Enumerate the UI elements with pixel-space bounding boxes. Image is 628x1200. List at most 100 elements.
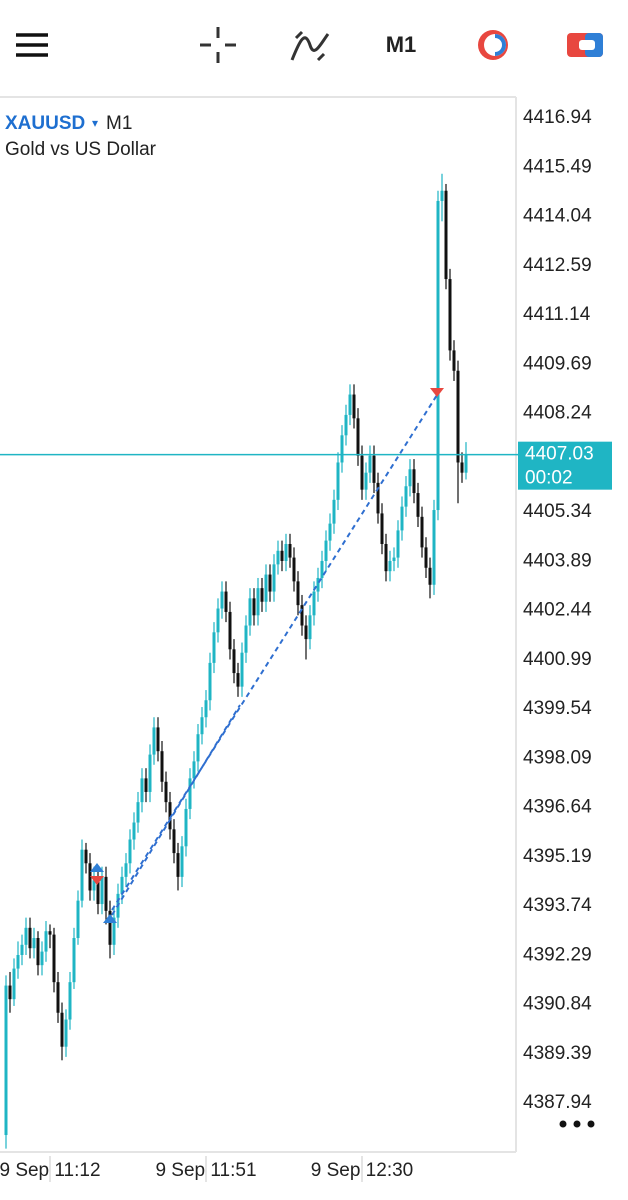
candle-body	[296, 581, 300, 606]
candle-body	[92, 880, 96, 891]
trade-button[interactable]	[567, 33, 603, 57]
candle-body	[408, 469, 412, 487]
candle-body	[332, 499, 336, 524]
candle-body	[4, 985, 8, 1136]
candle-body	[448, 279, 452, 351]
candle-body	[308, 615, 312, 640]
candle-body	[240, 652, 244, 687]
candle-body	[348, 394, 352, 415]
y-axis: 4416.94 4415.49 4414.04 4412.59 4411.14 4409.…	[523, 107, 592, 1113]
candle-body	[376, 482, 380, 514]
candle-body	[168, 802, 172, 830]
candle-body	[380, 513, 384, 544]
candle-body	[456, 370, 460, 463]
candle-body	[396, 530, 400, 558]
symbol[interactable]: XAUUSD	[5, 113, 85, 134]
candle-body	[284, 543, 288, 561]
candle-body	[12, 968, 16, 1000]
candle-body	[300, 605, 304, 626]
candle-body	[24, 927, 28, 945]
candle-body	[288, 543, 292, 558]
candle-body	[180, 846, 184, 877]
candle-body	[136, 802, 140, 823]
candle-body	[144, 778, 148, 792]
timeframe-button[interactable]: M1	[386, 32, 417, 57]
candle-body	[72, 938, 76, 983]
y-tick-label: 4405.34	[523, 501, 592, 522]
candle-body	[88, 863, 92, 891]
candle-body	[80, 849, 84, 901]
candle-body	[152, 727, 156, 755]
candle-body	[132, 822, 136, 840]
candle-body	[416, 493, 420, 517]
candle-body	[36, 938, 40, 966]
current-price-label: 4407.03	[525, 444, 594, 465]
x-axis: 9 Sep 11:12 9 Sep 11:51 9 Sep 12:30	[0, 1156, 413, 1182]
candle-body	[188, 778, 192, 809]
y-tick-label: 4396.64	[523, 797, 592, 818]
symbol-dropdown[interactable]: ▾	[92, 116, 98, 130]
candle-body	[280, 550, 284, 561]
candle-body	[364, 472, 368, 490]
bar-timer: 00:02	[525, 468, 573, 489]
candle-body	[384, 543, 388, 572]
menu-button[interactable]	[16, 33, 48, 57]
candle-body	[460, 462, 464, 473]
y-tick-label: 4395.19	[523, 846, 592, 867]
candle-body	[160, 751, 164, 782]
candle-body	[388, 560, 392, 572]
candle-body	[432, 510, 436, 585]
candle-body	[440, 190, 444, 201]
candle-body	[272, 564, 276, 592]
candle-body	[256, 588, 260, 616]
candle-body	[420, 516, 424, 548]
plot	[4, 173, 468, 1149]
candle-body	[76, 900, 80, 939]
candle-body	[140, 778, 144, 803]
candle-body	[344, 414, 348, 436]
candle-body	[356, 418, 360, 456]
x-tick-label: 9 Sep 12:30	[311, 1160, 413, 1181]
indicators-button[interactable]	[290, 30, 330, 62]
candle-body	[220, 591, 224, 609]
candle-body	[312, 591, 316, 616]
candle-body	[232, 649, 236, 674]
y-tick-label: 4392.29	[523, 944, 592, 965]
candle-body	[44, 931, 48, 952]
candle-body	[328, 523, 332, 541]
candle-body	[444, 190, 448, 280]
y-tick-label: 4415.49	[523, 156, 592, 177]
clock-button[interactable]	[478, 30, 508, 60]
y-tick-label: 4398.09	[523, 747, 592, 768]
more-button[interactable]	[559, 1120, 595, 1128]
y-tick-label: 4411.14	[523, 304, 591, 325]
candle-body	[108, 910, 112, 945]
candle-body	[228, 611, 232, 650]
toolbar: M1	[16, 27, 603, 63]
candle-body	[324, 540, 328, 561]
candle-body	[340, 435, 344, 463]
y-tick-label: 4390.84	[523, 994, 592, 1015]
candle-body	[120, 876, 124, 894]
candle-body	[60, 1012, 64, 1047]
candle-body	[464, 454, 468, 473]
candle-body	[84, 849, 88, 864]
candle-body	[268, 574, 272, 592]
candle-body	[192, 761, 196, 779]
y-tick-label: 4402.44	[523, 600, 592, 621]
candle-body	[156, 727, 160, 752]
x-tick-label: 9 Sep 11:51	[155, 1160, 256, 1181]
candle-body	[304, 625, 308, 640]
y-tick-label: 4408.24	[523, 403, 592, 424]
y-tick-label: 4399.54	[523, 698, 592, 719]
candle-body	[252, 598, 256, 616]
candle-body	[400, 506, 404, 531]
candle-body	[32, 938, 36, 949]
candle-body	[372, 455, 376, 483]
candle-body	[184, 808, 188, 847]
candle-body	[100, 876, 104, 905]
candle-body	[360, 455, 364, 490]
y-tick-label: 4393.74	[523, 895, 592, 916]
candle-body	[276, 550, 280, 565]
crosshair-button[interactable]	[200, 27, 236, 63]
